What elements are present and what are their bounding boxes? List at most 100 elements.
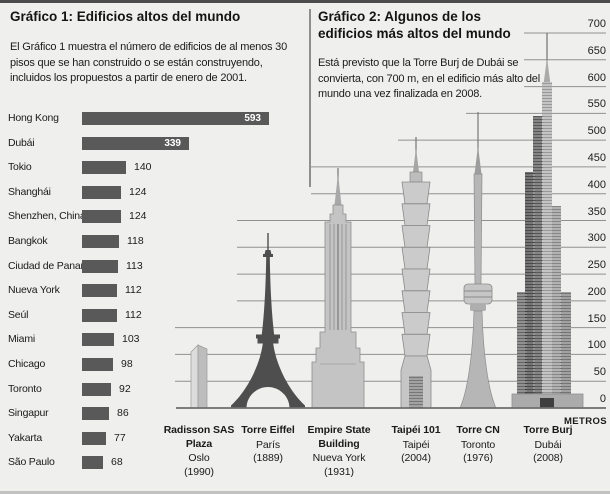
bar-row: 103 Miami: [0, 327, 305, 351]
building-caption: Torre CN Toronto (1976): [436, 424, 520, 466]
building-year: (2004): [401, 452, 431, 465]
bar-row: Hong Kong 593: [0, 106, 305, 130]
bar-city-label: Toronto: [8, 382, 42, 395]
chart2-unit-label: METROS: [563, 416, 607, 427]
building-name: Empire State Building: [307, 424, 371, 450]
bar: [82, 235, 119, 248]
bottom-rule: [0, 491, 610, 494]
bar: 339: [82, 136, 189, 150]
bar: [82, 431, 106, 445]
building-caption: Torre Eiffel París (1889): [238, 424, 298, 466]
bar-value: 113: [126, 259, 143, 272]
building-taipei-101: [400, 137, 432, 409]
bar-row: 140 Tokio: [0, 155, 305, 179]
building-name: Torre CN: [456, 424, 500, 436]
bar-row: 124 Shenzhen, China: [0, 204, 305, 228]
chart2-title: Gráfico 2: Algunos de los edificios más …: [318, 9, 511, 41]
axis-tick-label: 250: [587, 259, 606, 272]
building-year: (1931): [324, 465, 354, 478]
building-city: Taipéi: [402, 438, 430, 451]
bar-value: 124: [129, 185, 147, 198]
bar-city-label: Ciudad de Panamá: [8, 259, 95, 272]
axis-tick-label: 500: [587, 125, 606, 138]
building-year: (1990): [184, 465, 214, 478]
axis-tick-label: 700: [587, 18, 606, 30]
chart1-title: Gráfico 1: Edificios altos del mundo: [10, 9, 241, 24]
bar-city-label: Hong Kong: [8, 112, 59, 124]
bar-row: 118 Bangkok: [0, 229, 305, 253]
bar-value: 124: [129, 210, 147, 223]
bar-row: 77 Yakarta: [0, 426, 305, 450]
bar-city-label: Tokio: [8, 161, 32, 174]
bar-city-label: Yakarta: [8, 431, 43, 444]
bar-city-label: Shenzhen, China: [8, 210, 86, 223]
building-name: Torre Burj: [523, 424, 573, 436]
building-empire-state: [311, 168, 365, 409]
bar-row: Dubái 339: [0, 131, 305, 155]
bar-row: 124 Shanghái: [0, 180, 305, 204]
building-city: Oslo: [188, 452, 210, 465]
bar-value: 593: [244, 113, 261, 124]
bar-city-label: Bangkok: [8, 235, 48, 247]
bar-value: 112: [125, 308, 142, 321]
bar-value: 92: [119, 382, 131, 395]
building-name: Torre Eiffel: [241, 424, 295, 436]
building-caption: Radisson SAS Plaza Oslo (1990): [159, 424, 239, 480]
bar: [82, 185, 121, 199]
bar: [82, 333, 114, 347]
bar-value: 339: [164, 137, 181, 149]
axis-tick-label: 300: [587, 232, 606, 245]
bar-city-label: Shanghái: [8, 185, 51, 198]
bar-row: 113 Ciudad de Panamá: [0, 254, 305, 278]
bar-value: 68: [111, 456, 123, 469]
building-year: (2008): [533, 452, 563, 465]
bar: [82, 259, 118, 273]
bar-value: 118: [127, 235, 144, 247]
axis-tick-label: 150: [587, 312, 606, 325]
bar-city-label: Seúl: [8, 308, 29, 321]
building-caption: Torre Burj Dubái (2008): [506, 424, 590, 466]
bar-value: 86: [117, 407, 129, 420]
building-city: Toronto: [460, 438, 496, 451]
bar: 593: [82, 112, 269, 125]
building-torre-cn: [459, 112, 497, 409]
building-year: (1889): [253, 452, 283, 465]
bar-city-label: Dubái: [8, 136, 35, 149]
axis-tick-label: 200: [587, 285, 606, 298]
building-radisson-sas-plaza: [190, 344, 208, 409]
bar: [82, 284, 117, 298]
building-name: Taipéi 101: [391, 424, 441, 436]
bar-row: 112 Seúl: [0, 303, 305, 327]
bar: [82, 210, 121, 224]
charts-divider: [309, 9, 311, 187]
bar-row: 92 Toronto: [0, 377, 305, 401]
axis-tick-label: 0: [599, 393, 606, 405]
bar-value: 112: [125, 284, 142, 297]
bar-value: 77: [114, 431, 126, 444]
bar-row: 112 Nueva York: [0, 278, 305, 302]
bar-row: 98 Chicago: [0, 352, 305, 376]
axis-tick-label: 350: [587, 205, 606, 218]
building-name: Radisson SAS Plaza: [163, 424, 235, 450]
top-rule: [0, 0, 610, 3]
bar-city-label: Singapur: [8, 407, 49, 420]
bar-city-label: Miami: [8, 333, 35, 346]
building-city: Dubái: [534, 438, 562, 451]
bar-row: 68 São Paulo: [0, 450, 305, 474]
bar: [82, 407, 109, 421]
bar-value: 103: [122, 333, 140, 346]
bar: [82, 382, 111, 396]
chart2-description: Está previsto que la Torre Burj de Dubái…: [318, 57, 540, 101]
axis-tick-label: 600: [587, 71, 606, 84]
bar: [82, 456, 103, 470]
axis-tick-label: 400: [587, 178, 606, 191]
bar-city-label: Chicago: [8, 358, 46, 370]
bar: [82, 358, 113, 371]
building-city: París: [255, 438, 280, 451]
axis-tick-label: 100: [587, 339, 606, 352]
bar: [82, 161, 126, 175]
axis-tick-label: 650: [587, 44, 606, 57]
axis-tick-label: 450: [587, 151, 606, 164]
